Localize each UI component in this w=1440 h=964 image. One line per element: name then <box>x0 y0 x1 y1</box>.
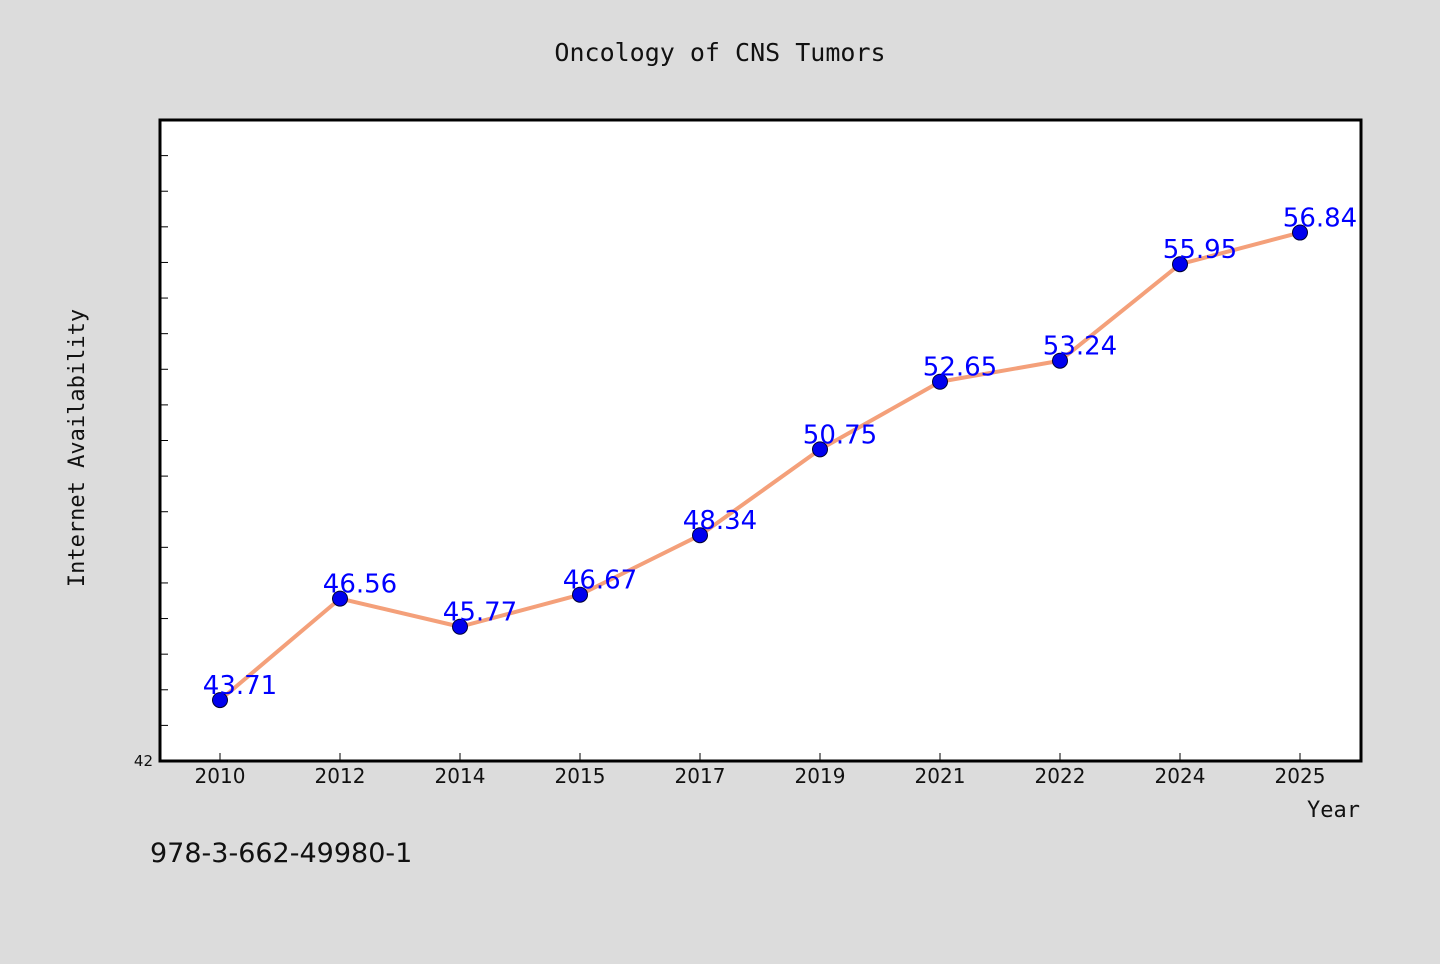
x-tick-label: 2010 <box>195 764 246 788</box>
y-axis-ticks: 42 <box>134 155 168 770</box>
data-point <box>572 586 588 603</box>
data-label: 46.67 <box>563 566 637 596</box>
x-tick-label: 2025 <box>1275 764 1326 788</box>
data-point <box>332 590 348 607</box>
data-label: 46.56 <box>323 570 397 600</box>
data-label: 53.24 <box>1043 332 1117 362</box>
data-label: 55.95 <box>1163 235 1237 265</box>
x-tick-label: 2014 <box>435 764 486 788</box>
data-point <box>692 527 708 544</box>
isbn-footer: 978-3-662-49980-1 <box>150 838 412 869</box>
y-axis-label: Internet Availability <box>65 309 90 587</box>
data-label: 56.84 <box>1283 204 1357 234</box>
x-tick-label: 2019 <box>795 764 846 788</box>
x-tick-label: 2024 <box>1155 764 1206 788</box>
data-label: 43.71 <box>203 671 277 701</box>
data-point <box>1172 256 1188 273</box>
data-point <box>1292 224 1308 241</box>
y-tick-label: 42 <box>134 752 153 770</box>
data-label: 52.65 <box>923 353 997 383</box>
data-point <box>212 692 228 709</box>
chart-title: Oncology of CNS Tumors <box>554 38 885 67</box>
data-label: 50.75 <box>803 420 877 450</box>
x-tick-label: 2012 <box>315 764 366 788</box>
x-tick-label: 2022 <box>1035 764 1086 788</box>
plot-area <box>158 118 1363 763</box>
data-point <box>452 618 468 635</box>
x-tick-label: 2017 <box>675 764 726 788</box>
x-axis-ticks: 2010 2012 2014 2015 2017 2019 2021 2022 2024 2025 <box>195 753 1326 788</box>
data-point <box>1052 352 1068 369</box>
x-axis-label: Year <box>1307 798 1360 823</box>
series-line <box>218 230 1301 702</box>
x-tick-label: 2015 <box>555 764 606 788</box>
data-point <box>932 373 948 390</box>
data-point <box>812 441 828 458</box>
data-label: 48.34 <box>683 506 757 536</box>
series-layer: 43.71 46.56 45.77 46.67 48.34 50.75 52.65 53.24… <box>203 204 1357 709</box>
data-label: 45.77 <box>443 598 517 628</box>
x-tick-label: 2021 <box>915 764 966 788</box>
